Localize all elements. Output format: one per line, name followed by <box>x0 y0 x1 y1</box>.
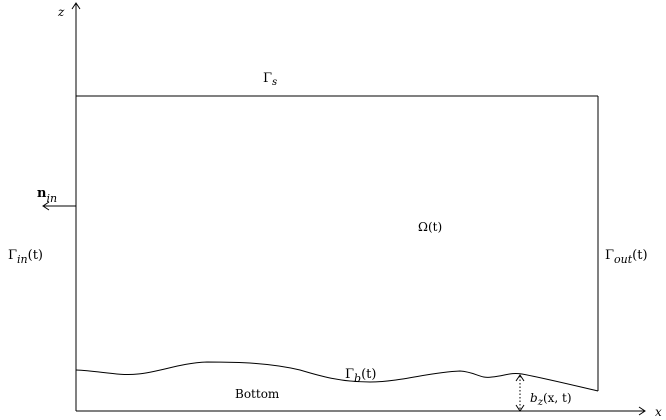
gamma-out-label: Γout(t) <box>605 248 648 266</box>
depth-indicator <box>515 374 525 412</box>
z-axis: z <box>57 2 81 411</box>
normal-in-label: nin <box>37 186 57 205</box>
bottom-curve <box>75 361 599 392</box>
z-axis-label: z <box>57 5 65 19</box>
x-axis-label: x <box>655 405 662 419</box>
gamma-b-label: Γb(t) <box>345 367 376 385</box>
inlet-normal-arrow <box>42 201 76 211</box>
gamma-s-label: Γs <box>263 71 277 88</box>
bottom-label: Bottom <box>235 387 280 401</box>
x-axis: x <box>76 405 662 419</box>
bz-label: bz(x, t) <box>530 391 572 408</box>
gamma-in-label: Γin(t) <box>8 248 43 266</box>
domain-boundary <box>75 95 599 411</box>
omega-label: Ω(t) <box>418 220 442 234</box>
